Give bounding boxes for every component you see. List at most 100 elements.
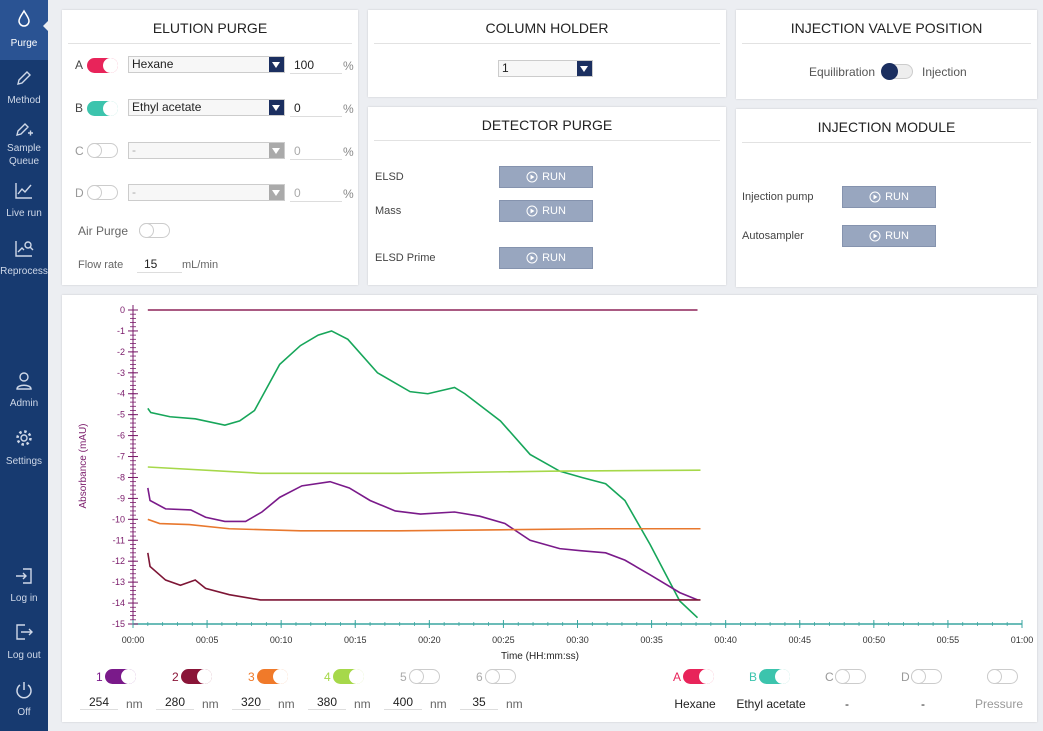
nav-item[interactable]: Settings — [5, 456, 43, 467]
channel-id: 1 — [96, 670, 103, 684]
solvent-select[interactable]: - — [128, 142, 285, 159]
icon — [16, 568, 32, 584]
toggle[interactable] — [409, 669, 440, 684]
series-line — [147, 480, 698, 601]
run-button[interactable]: RUN — [842, 186, 936, 208]
label: Autosampler — [742, 230, 804, 242]
run-button[interactable]: RUN — [499, 166, 593, 188]
divider — [374, 43, 720, 44]
y-tick-label: -13 — [112, 577, 125, 587]
nav-item[interactable]: Method — [7, 95, 41, 106]
label: ELSD — [375, 171, 404, 183]
percent-input[interactable]: 100 — [290, 57, 342, 74]
toggle[interactable] — [181, 669, 212, 684]
nav-item[interactable]: Off — [17, 707, 31, 718]
toggle[interactable] — [881, 63, 913, 80]
solvent-select[interactable]: Hexane — [128, 56, 285, 73]
toggle[interactable] — [87, 143, 118, 158]
unit: nm — [430, 697, 447, 711]
percent-input[interactable]: 0 — [290, 143, 342, 160]
toggle[interactable] — [87, 101, 118, 116]
y-tick-label: -7 — [117, 452, 125, 462]
nav-item[interactable]: Log in — [10, 593, 38, 604]
wavelength[interactable]: 280 — [156, 695, 194, 710]
series-line — [147, 330, 699, 619]
wavelength[interactable]: 254 — [80, 695, 118, 710]
label: ELSD Prime — [375, 252, 436, 264]
nav-item[interactable]: Live run — [6, 208, 42, 219]
pump-letter: A — [673, 670, 682, 684]
channel-id: 3 — [248, 670, 255, 684]
nav-item[interactable]: Admin — [9, 398, 39, 409]
label: Flow rate — [78, 259, 124, 271]
series-line — [147, 518, 701, 532]
run-button[interactable]: RUN — [842, 225, 936, 247]
elution-purge-panel: ELUTION PURGE A Hexane 100 % B Ethyl ace… — [62, 10, 358, 285]
solvent-select[interactable]: Ethyl acetate — [128, 99, 285, 116]
channel-id: 2 — [172, 670, 179, 684]
pump-solvent: - — [845, 697, 849, 711]
button-label: RUN — [542, 252, 566, 264]
column-select[interactable]: 1 — [498, 60, 593, 77]
channel-id: 6 — [476, 670, 483, 684]
x-tick-label: 00:30 — [566, 635, 589, 645]
y-tick-label: -15 — [112, 619, 125, 629]
nav-item[interactable]: Log out — [7, 650, 41, 661]
nav-item[interactable]: Reprocess — [0, 266, 48, 277]
y-tick-label: -8 — [117, 472, 125, 482]
icon — [16, 372, 32, 390]
percent-input[interactable]: 0 — [290, 100, 342, 117]
toggle[interactable] — [333, 669, 364, 684]
toggle[interactable] — [87, 58, 118, 73]
injection-valve-panel: INJECTION VALVE POSITION Equilibration I… — [736, 10, 1037, 99]
unit: nm — [278, 697, 295, 711]
select-value: Ethyl acetate — [132, 100, 202, 114]
nav-item[interactable]: Purge — [10, 38, 38, 49]
toggle[interactable] — [911, 669, 942, 684]
y-axis-label: Absorbance (mAU) — [78, 423, 89, 508]
toggle[interactable] — [139, 223, 170, 238]
toggle[interactable] — [759, 669, 790, 684]
flow-input[interactable]: 15 — [137, 256, 182, 273]
select-value: Hexane — [132, 57, 174, 71]
x-tick-label: 00:35 — [640, 635, 663, 645]
label: Mass — [375, 205, 402, 217]
toggle[interactable] — [835, 669, 866, 684]
run-button[interactable]: RUN — [499, 247, 593, 269]
nav-item[interactable]: Sample Queue — [7, 143, 41, 167]
x-tick-label: 00:50 — [863, 635, 886, 645]
solvent-select[interactable]: - — [128, 184, 285, 201]
unit: nm — [506, 697, 523, 711]
run-button[interactable]: RUN — [499, 200, 593, 222]
unit: % — [343, 187, 354, 201]
icon — [17, 71, 31, 85]
toggle[interactable] — [87, 185, 118, 200]
panel-title: INJECTION MODULE — [817, 119, 956, 135]
icon — [16, 430, 32, 446]
wavelength[interactable]: 35 — [460, 695, 498, 710]
toggle[interactable] — [987, 669, 1018, 684]
pressure: Pressure — [974, 697, 1024, 711]
row-letter: A — [75, 58, 84, 72]
unit: nm — [126, 697, 143, 711]
button-label: RUN — [542, 205, 566, 217]
select-value: - — [132, 185, 136, 199]
toggle[interactable] — [257, 669, 288, 684]
toggle[interactable] — [105, 669, 136, 684]
row-letter: D — [75, 186, 84, 200]
y-tick-label: -3 — [117, 368, 125, 378]
wavelength[interactable]: 320 — [232, 695, 270, 710]
pump-solvent: Hexane — [674, 697, 716, 711]
select-value: - — [132, 143, 136, 157]
toggle[interactable] — [485, 669, 516, 684]
percent-input[interactable]: 0 — [290, 185, 342, 202]
button-label: RUN — [542, 171, 566, 183]
panel-title: INJECTION VALVE POSITION — [790, 20, 983, 36]
x-tick-label: 00:05 — [196, 635, 219, 645]
y-tick-label: -11 — [113, 535, 125, 545]
toggle[interactable] — [683, 669, 714, 684]
pump-letter: C — [825, 670, 834, 684]
y-tick-label: -9 — [117, 493, 125, 503]
wavelength[interactable]: 380 — [308, 695, 346, 710]
wavelength[interactable]: 400 — [384, 695, 422, 710]
